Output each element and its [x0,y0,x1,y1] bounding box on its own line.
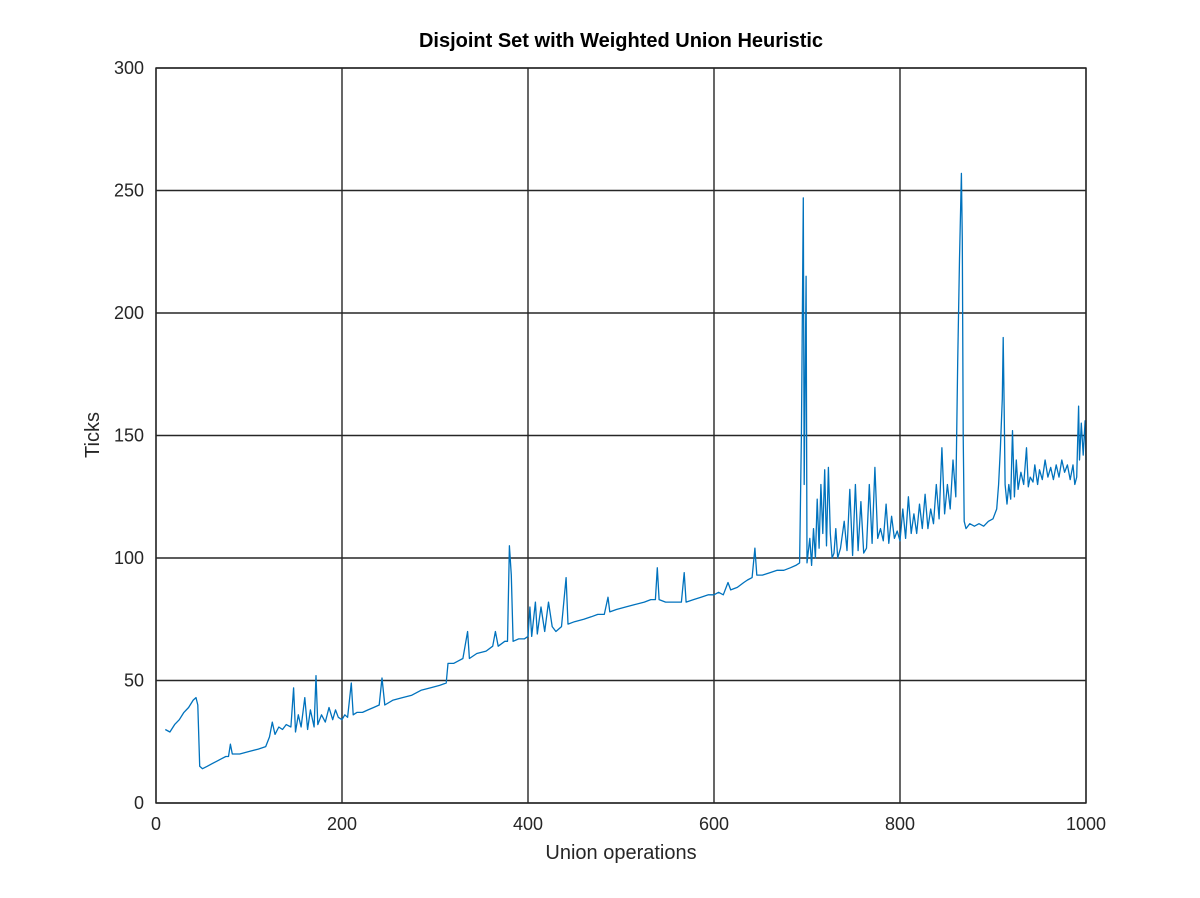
y-tick-label: 250 [114,181,144,201]
y-tick-label: 300 [114,58,144,78]
grid-lines [155,67,1087,804]
x-tick-label: 800 [885,814,915,834]
series-line [164,172,1087,770]
x-tick-label: 400 [513,814,543,834]
y-tick-label: 150 [114,426,144,446]
x-tick-label: 0 [151,814,161,834]
x-axis-ticks: 0 200 400 600 800 1000 [151,814,1106,834]
y-tick-label: 200 [114,303,144,323]
y-axis-ticks: 0 50 100 150 200 250 300 [114,58,144,813]
chart-title: Disjoint Set with Weighted Union Heurist… [419,30,823,52]
x-tick-label: 600 [699,814,729,834]
y-tick-label: 0 [134,793,144,813]
x-axis-label: Union operations [545,842,696,864]
y-tick-label: 100 [114,548,144,568]
x-tick-label: 1000 [1066,814,1106,834]
y-tick-label: 50 [124,671,144,691]
y-axis-label: Ticks [82,412,104,458]
data-series [164,172,1087,770]
x-tick-label: 200 [327,814,357,834]
plot-area-frame [155,67,1087,804]
